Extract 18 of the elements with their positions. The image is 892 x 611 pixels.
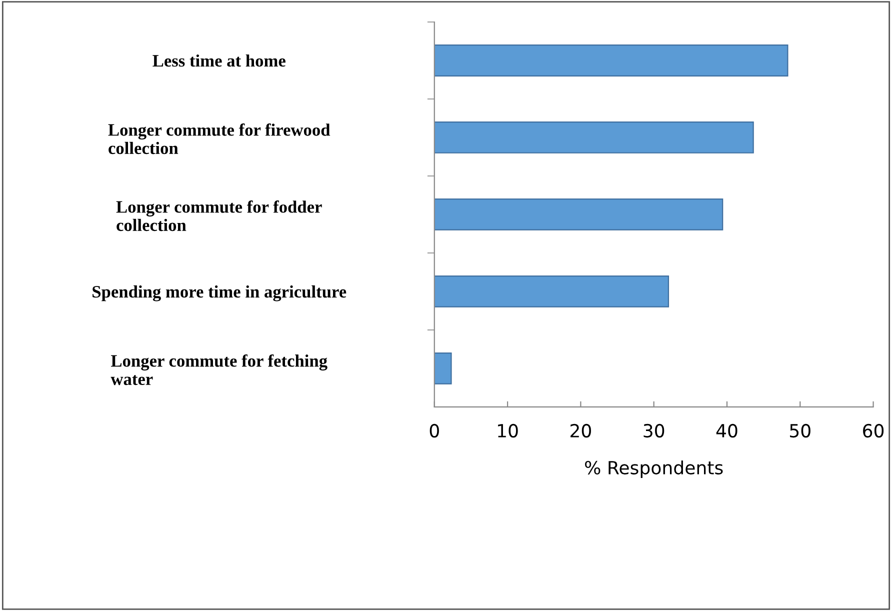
x-tick-label: 30 xyxy=(644,424,664,438)
y-tick-label: Longer commute for firewood collection xyxy=(108,123,330,154)
x-tick-label: 20 xyxy=(570,424,591,438)
y-tick-label: Longer commute for fetching water xyxy=(110,354,328,386)
x-tick-label: 0 xyxy=(430,424,439,438)
x-axis-title: % Respondents xyxy=(585,460,723,478)
x-tick-label: 40 xyxy=(716,424,738,438)
y-tick-label: Longer commute for fodder collection xyxy=(116,200,322,232)
x-tick-label: 60 xyxy=(863,424,884,438)
bar xyxy=(434,352,452,384)
x-tick-label: 10 xyxy=(498,424,518,438)
bar xyxy=(434,122,754,154)
y-tick-label: Spending more time in agriculture xyxy=(92,285,346,302)
y-tick-label: Less time at home xyxy=(152,54,286,67)
bar xyxy=(434,275,670,308)
bar xyxy=(434,198,724,230)
x-tick-label: 50 xyxy=(790,424,810,438)
bar xyxy=(434,44,788,76)
